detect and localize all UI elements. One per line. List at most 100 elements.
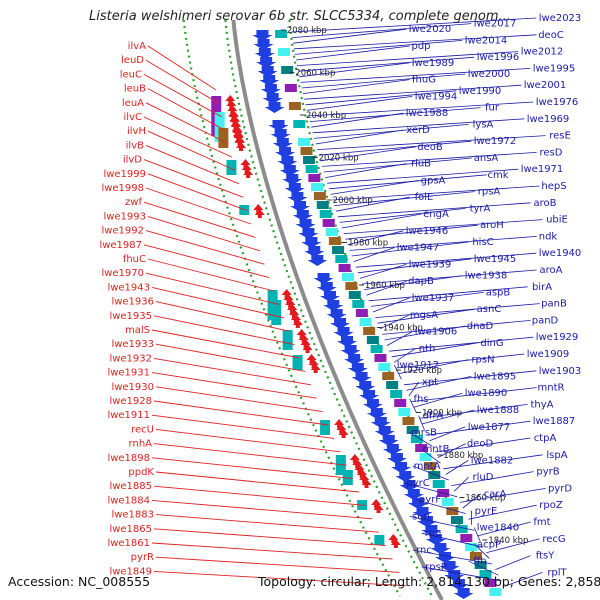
reverse-gene-arrow xyxy=(272,138,293,149)
forward-gene-arrow xyxy=(334,419,345,428)
feature-block xyxy=(465,543,478,551)
feature-block xyxy=(282,330,293,350)
ruler-tick-label: 2000 kbp xyxy=(333,196,373,206)
feature-block xyxy=(428,471,441,479)
feature-block xyxy=(316,201,329,209)
left-leader-line xyxy=(143,116,232,158)
left-gene-label: fhuC xyxy=(123,254,146,265)
right-gene-label: lwe1994 xyxy=(415,91,458,102)
right-gene-label: lwe1887 xyxy=(533,416,576,427)
feature-block xyxy=(441,498,454,506)
right-gene-label: pyrC xyxy=(406,478,429,489)
right-leader-line xyxy=(426,420,531,436)
reverse-gene-arrow xyxy=(430,543,451,554)
right-gene-label: lwe1939 xyxy=(409,259,452,270)
feature-block xyxy=(374,354,387,362)
right-gene-label: dnaD xyxy=(467,321,494,332)
feature-block xyxy=(293,120,306,128)
right-gene-label: ubiE xyxy=(546,215,568,226)
forward-gene-arrow xyxy=(354,464,365,473)
right-leader-line xyxy=(403,370,537,386)
right-leader-line xyxy=(364,275,463,290)
forward-gene-arrow xyxy=(229,116,240,125)
right-leader-line xyxy=(320,146,416,162)
forward-gene-arrow xyxy=(228,111,239,120)
right-leader-line xyxy=(421,566,502,582)
feature-block xyxy=(284,84,297,92)
left-leader-line xyxy=(155,514,379,533)
feature-block xyxy=(489,588,502,596)
dotted-guide xyxy=(182,19,401,597)
reverse-gene-arrow xyxy=(307,255,328,266)
left-gene-label: lwe1883 xyxy=(111,510,154,521)
reverse-gene-arrow xyxy=(359,390,380,401)
ruler-tick-label: 1920 kbp xyxy=(402,366,442,376)
forward-gene-arrow xyxy=(233,132,244,141)
right-gene-label: aroB xyxy=(534,198,557,209)
right-leader-line xyxy=(474,544,490,559)
right-gene-label: pyrE xyxy=(475,506,498,517)
feature-block xyxy=(415,444,428,452)
feature-block xyxy=(341,273,354,281)
reverse-gene-arrow xyxy=(444,570,465,581)
reverse-gene-arrow xyxy=(340,345,361,356)
reverse-gene-arrow xyxy=(448,579,469,590)
feature-block xyxy=(277,48,290,56)
right-leader-line xyxy=(421,532,484,548)
right-leader-line xyxy=(345,224,478,240)
right-leader-line xyxy=(473,527,481,542)
feature-block xyxy=(469,552,482,560)
right-gene-label: rluB xyxy=(411,159,431,170)
feature-block xyxy=(450,516,463,524)
left-gene-label: rnhA xyxy=(129,439,153,450)
right-gene-label: cmk xyxy=(487,170,508,181)
reverse-gene-arrow xyxy=(304,246,325,257)
right-leader-line xyxy=(421,409,475,425)
left-gene-label: ilvA xyxy=(128,41,146,52)
right-leader-line xyxy=(293,28,407,44)
feature-block xyxy=(402,417,415,425)
feature-block xyxy=(281,66,294,74)
left-leader-line xyxy=(145,59,220,104)
right-gene-label: lwe1895 xyxy=(474,371,517,382)
left-gene-label: lwe1884 xyxy=(107,495,150,506)
right-leader-line xyxy=(308,101,534,117)
feature-block xyxy=(298,138,311,146)
feature-tracks xyxy=(211,30,502,599)
right-leader-line xyxy=(372,297,410,313)
feature-block xyxy=(479,570,492,578)
right-leader-line xyxy=(294,40,463,55)
right-leader-line xyxy=(336,196,410,212)
left-leader-line xyxy=(151,329,300,359)
right-gene-label: ctpA xyxy=(534,433,557,444)
feature-block xyxy=(345,282,358,290)
feature-block xyxy=(406,426,419,434)
left-gene-label: lwe1865 xyxy=(109,524,152,535)
ruler-tick-label: 1960 kbp xyxy=(365,281,405,291)
right-leader-line xyxy=(370,292,484,307)
right-leader-line xyxy=(301,73,466,89)
reverse-gene-arrow xyxy=(253,39,274,50)
right-gene-label: deoD xyxy=(467,439,494,450)
ruler-tick-label: 1900 kbp xyxy=(422,409,462,419)
right-gene-label: lysA xyxy=(473,119,494,130)
left-gene-label: lwe1993 xyxy=(103,211,146,222)
left-gene-label: malS xyxy=(125,325,150,336)
right-gene-label: aroH xyxy=(480,220,504,231)
right-gene-label: deoC xyxy=(538,30,564,41)
right-leader-line xyxy=(384,325,466,341)
reverse-gene-arrow xyxy=(337,336,358,347)
right-gene-label: deoB xyxy=(417,142,443,153)
right-gene-label: lwe1906 xyxy=(415,327,458,338)
right-leader-line xyxy=(386,331,413,346)
right-gene-label: dapB xyxy=(408,276,434,287)
left-gene-label: ilvH xyxy=(127,126,146,137)
left-leader-line xyxy=(145,187,252,225)
left-gene-label: lwe1992 xyxy=(101,226,144,237)
right-gene-label: rpe xyxy=(425,528,442,539)
right-gene-label: lwe1995 xyxy=(533,63,576,74)
right-gene-label: lwe1945 xyxy=(474,254,517,265)
feature-block xyxy=(275,30,288,38)
left-leader-line xyxy=(143,159,244,198)
left-leader-line xyxy=(143,244,270,279)
